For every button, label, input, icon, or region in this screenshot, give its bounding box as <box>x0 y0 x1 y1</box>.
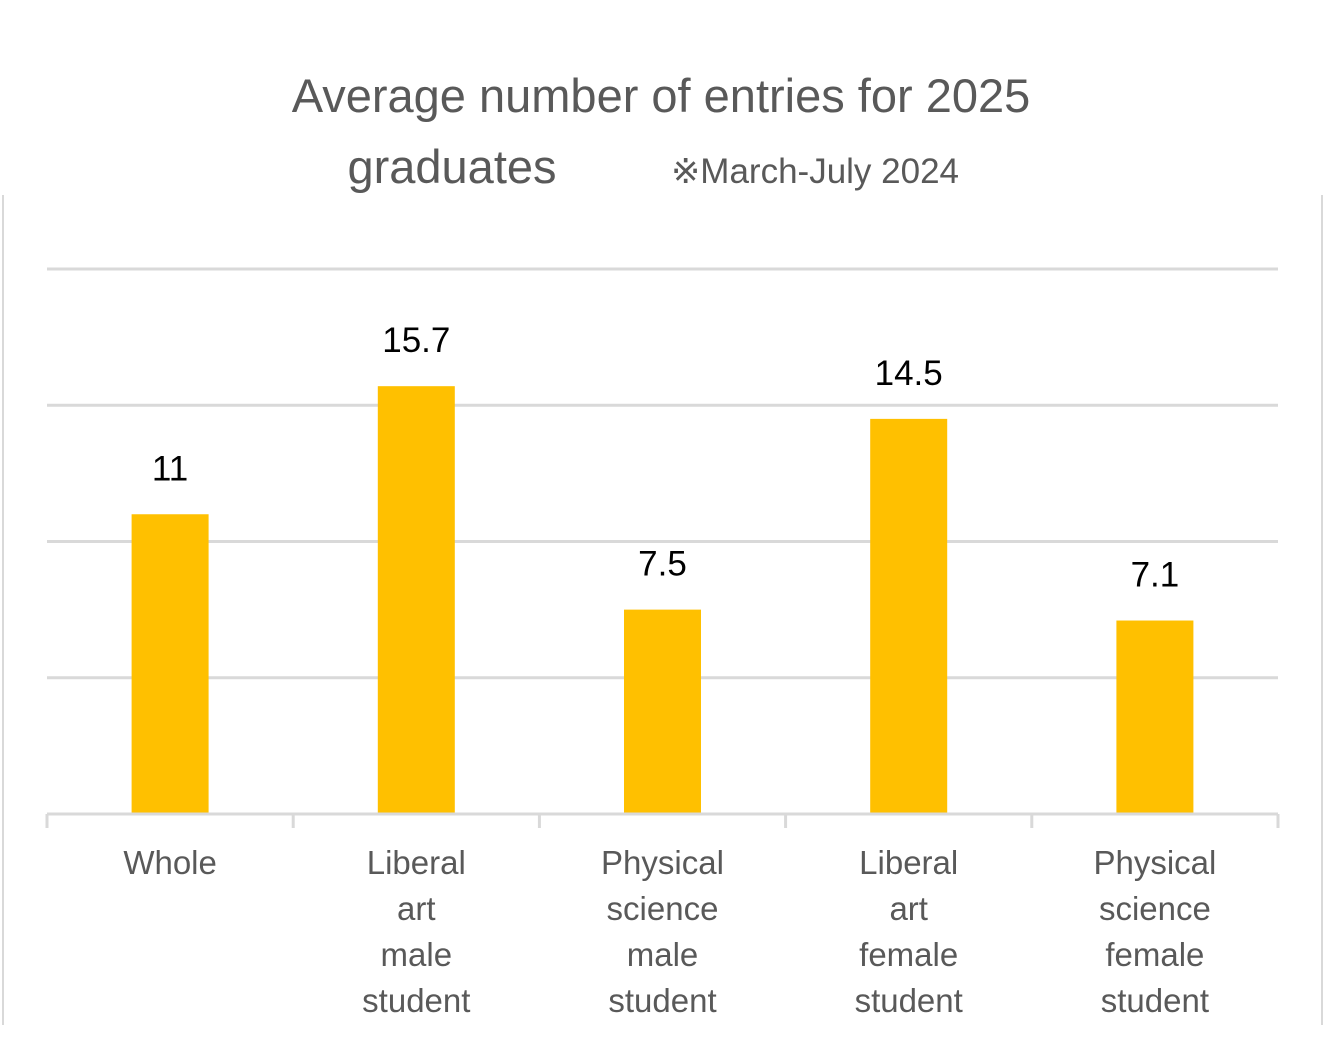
data-label: 14.5 <box>875 354 943 393</box>
category-label: male <box>381 936 453 973</box>
data-label: 7.5 <box>638 545 687 584</box>
bar <box>131 514 209 814</box>
bar <box>377 386 455 814</box>
category-label: student <box>608 982 716 1019</box>
category-labels: Whole Liberal art male student Physical scienc… <box>123 844 1216 1019</box>
category-label: female <box>1105 936 1204 973</box>
data-label: 7.1 <box>1131 556 1180 595</box>
category-label: student <box>855 982 963 1019</box>
category-label: Physical <box>601 844 724 881</box>
category-label: male <box>627 936 699 973</box>
bars <box>131 386 1194 814</box>
chart-subtitle: ※March-July 2024 <box>671 152 959 191</box>
bar <box>870 418 948 814</box>
category-label: female <box>859 936 958 973</box>
chart-title-line1: Average number of entries for 2025 <box>292 69 1031 122</box>
bar <box>1116 620 1194 814</box>
category-label: Physical <box>1093 844 1216 881</box>
category-label: student <box>362 982 470 1019</box>
data-label: 15.7 <box>382 321 450 360</box>
category-label: Liberal <box>859 844 958 881</box>
x-axis <box>45 812 1280 828</box>
category-label: science <box>607 890 719 927</box>
data-label: 11 <box>152 449 188 488</box>
category-label: art <box>889 890 928 927</box>
data-labels: 11 15.7 7.5 14.5 7.1 <box>152 321 1179 594</box>
category-label: science <box>1099 890 1211 927</box>
category-label: Whole <box>123 844 217 881</box>
chart-title-line2: graduates <box>347 140 556 193</box>
bar <box>624 609 701 814</box>
category-label: student <box>1101 982 1209 1019</box>
category-label: Liberal <box>367 844 466 881</box>
category-label: art <box>397 890 436 927</box>
